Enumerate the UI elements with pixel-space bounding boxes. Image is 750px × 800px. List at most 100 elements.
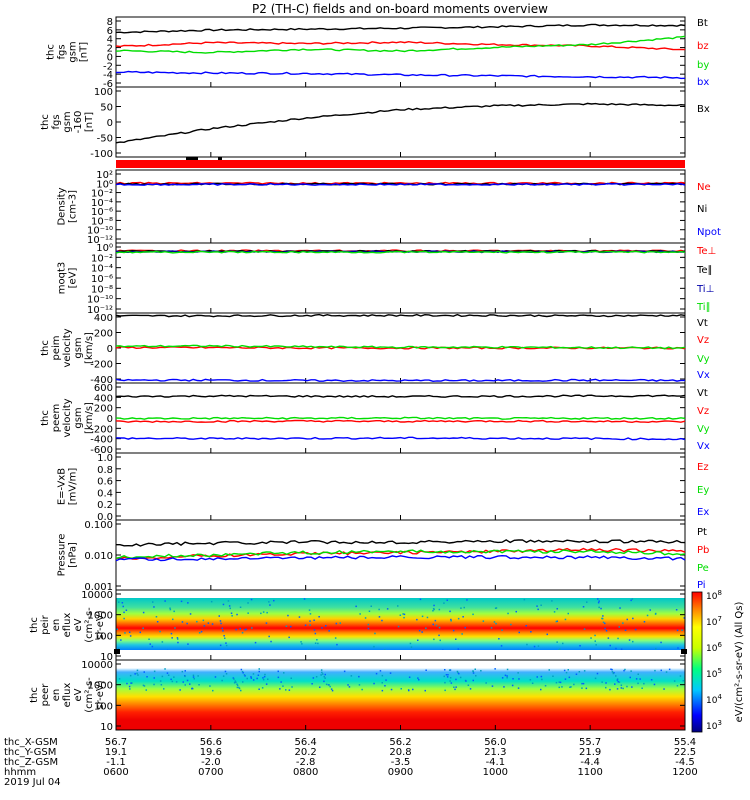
footer-value: 20.2 xyxy=(295,747,317,758)
heatmap-speckle xyxy=(495,607,498,609)
heatmap-speckle xyxy=(531,682,534,684)
ylabel-line: peer xyxy=(40,683,51,707)
heatmap-speckle xyxy=(472,672,475,674)
heatmap-speckle xyxy=(167,674,170,676)
heatmap-speckle xyxy=(261,687,264,689)
legend-Vt: Vt xyxy=(697,388,708,399)
heatmap-speckle xyxy=(426,616,429,619)
heatmap-speckle xyxy=(262,677,264,679)
heatmap-speckle xyxy=(220,622,222,625)
heatmap-speckle xyxy=(472,613,474,616)
heatmap-speckle xyxy=(397,605,399,607)
heatmap-speckle xyxy=(315,676,318,678)
heatmap-speckle xyxy=(594,634,596,637)
colorbar-tick: 103 xyxy=(706,719,722,732)
heatmap-speckle xyxy=(630,670,632,672)
heatmap-speckle xyxy=(129,635,132,637)
ytick-label: 10000 xyxy=(81,660,113,671)
heatmap-speckle xyxy=(596,672,599,675)
temperature-frame xyxy=(115,242,686,314)
heatmap-speckle xyxy=(624,668,626,671)
heatmap-speckle xyxy=(598,606,600,609)
heatmap-speckle xyxy=(198,632,201,634)
heatmap-speckle xyxy=(632,640,634,643)
heatmap-speckle xyxy=(631,598,634,600)
heatmap-speckle xyxy=(506,668,509,671)
heatmap-speckle xyxy=(169,607,171,609)
ylabel-line: [cm-3] xyxy=(68,190,79,223)
heatmap-speckle xyxy=(618,681,621,683)
ytick-label: 10⁻¹² xyxy=(87,235,113,246)
heatmap-speckle xyxy=(171,637,173,639)
heatmap-speckle xyxy=(126,682,128,685)
heatmap-speckle xyxy=(609,644,611,647)
heatmap-speckle xyxy=(207,622,210,624)
heatmap-speckle xyxy=(250,598,253,601)
ytick-label: -6 xyxy=(103,79,113,90)
heatmap-speckle xyxy=(301,643,303,645)
heatmap-speckle xyxy=(308,609,311,611)
legend-Te⊥: Te⊥ xyxy=(696,246,716,257)
heatmap-speckle xyxy=(288,636,290,639)
heatmap-speckle xyxy=(223,635,225,637)
ytick-label: 10² xyxy=(96,170,113,181)
heatmap-speckle xyxy=(675,609,678,611)
heatmap-speckle xyxy=(257,674,260,676)
heatmap-speckle xyxy=(595,644,597,646)
heatmap-speckle xyxy=(155,616,158,618)
heatmap-speckle xyxy=(358,684,361,686)
ytick-label: 10⁰ xyxy=(96,179,113,190)
ytick-label: 200 xyxy=(94,404,113,415)
ylabel-line: thc xyxy=(40,410,51,426)
heatmap-speckle xyxy=(446,599,448,601)
heatmap-speckle xyxy=(316,639,318,641)
heatmap-speckle xyxy=(225,642,227,644)
heatmap-speckle xyxy=(116,628,118,630)
heatmap-speckle xyxy=(225,644,228,647)
heatmap-speckle xyxy=(598,600,600,602)
heatmap-speckle xyxy=(403,613,406,616)
legend-Vx: Vx xyxy=(697,370,710,381)
legend-Pe: Pe xyxy=(697,563,709,574)
heatmap-speckle xyxy=(619,607,621,609)
ylabel-line: eflux xyxy=(62,683,73,708)
ytick-label: 100 xyxy=(94,87,113,98)
heatmap-speckle xyxy=(562,642,564,645)
ylabel-line: gsm xyxy=(73,407,84,428)
colorbar-label: eV/(cm²-s-sr-eV) (All Qs) xyxy=(734,602,745,723)
heatmap-speckle xyxy=(322,673,324,675)
heatmap-speckle xyxy=(228,605,231,607)
ytick-label: 8 xyxy=(107,17,113,28)
ytick-label: 50 xyxy=(100,103,113,114)
heatmap-speckle xyxy=(390,688,393,691)
heatmap-speckle xyxy=(214,676,217,678)
heatmap-speckle xyxy=(364,617,367,619)
legend-Vz: Vz xyxy=(697,406,709,417)
heatmap-speckle xyxy=(367,627,370,630)
heatmap-speckle xyxy=(410,646,413,648)
heatmap-speckle xyxy=(169,608,172,611)
quality-flag-marker xyxy=(218,157,222,160)
heatmap-speckle xyxy=(325,625,327,627)
heatmap-speckle xyxy=(446,676,449,678)
heatmap-speckle xyxy=(500,645,503,647)
heatmap-speckle xyxy=(347,684,349,686)
heatmap-speckle xyxy=(252,679,255,681)
heatmap-speckle xyxy=(370,605,372,607)
heatmap-speckle xyxy=(236,686,239,689)
quality-flag-bar xyxy=(116,160,685,168)
heatmap-speckle xyxy=(616,679,619,681)
heatmap-speckle xyxy=(385,679,387,681)
heatmap-speckle xyxy=(230,612,233,614)
heatmap-speckle xyxy=(239,627,241,630)
heatmap-speckle xyxy=(416,618,418,621)
heatmap-speckle xyxy=(330,688,333,690)
heatmap-speckle xyxy=(630,599,632,602)
heatmap-speckle xyxy=(583,670,586,672)
heatmap-speckle xyxy=(247,602,249,604)
heatmap-speckle xyxy=(469,688,472,690)
ytick-label: 10⁻⁶ xyxy=(91,274,113,285)
heatmap-speckle xyxy=(222,675,225,677)
colorbar-tick: 104 xyxy=(706,693,722,706)
